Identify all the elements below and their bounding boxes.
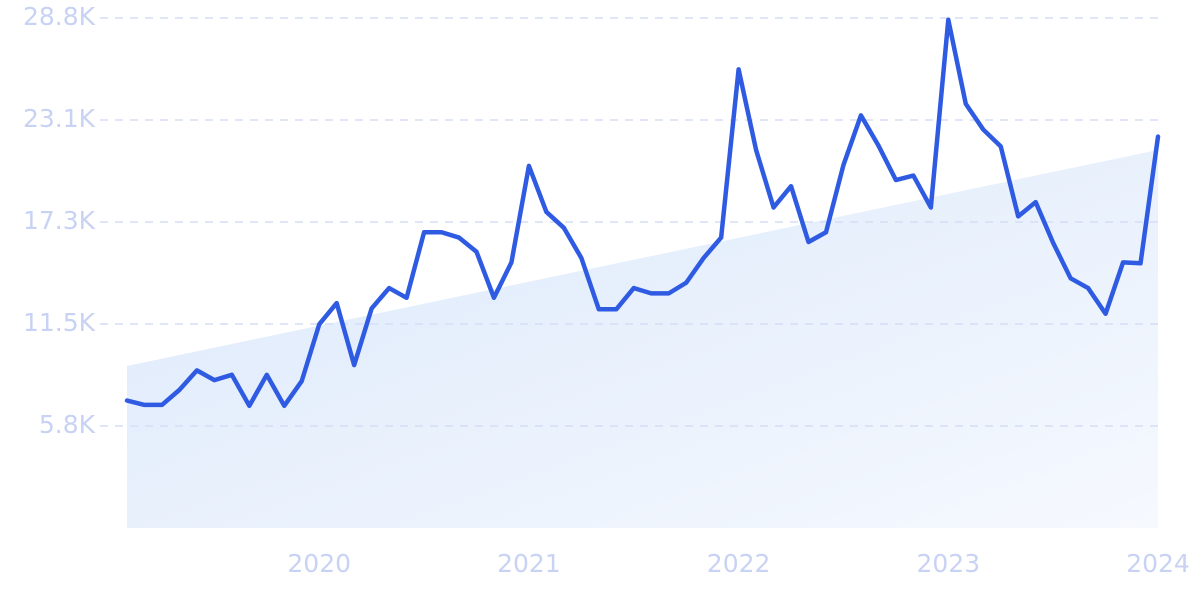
y-tick-label: 17.3K [23,206,96,235]
y-tick-label: 11.5K [23,308,96,337]
x-tick-label: 2020 [287,549,351,578]
y-tick-label: 23.1K [23,104,96,133]
line [124,17,1161,409]
x-tick-label: 2024 [1126,549,1190,578]
y-tick-label: 5.8K [39,410,96,439]
x-tick-label: 2022 [707,549,771,578]
x-tick-label: 2023 [916,549,980,578]
trend-area [127,149,1158,529]
x-tick-label: 2021 [497,549,561,578]
y-tick-label: 28.8K [23,2,96,31]
